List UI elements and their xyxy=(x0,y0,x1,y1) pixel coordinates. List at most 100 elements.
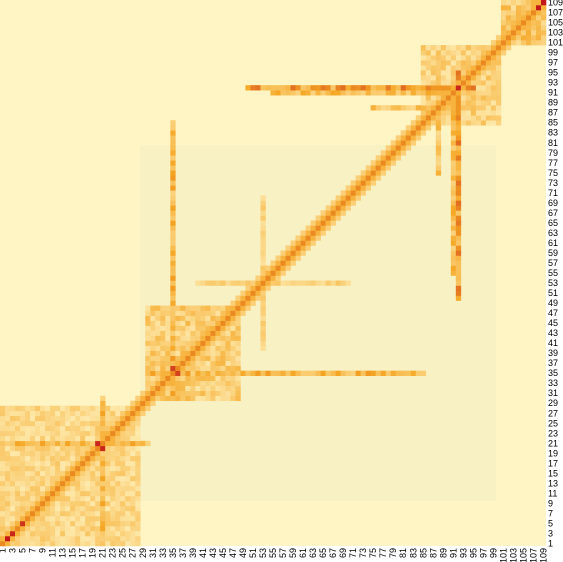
heatmap-cell xyxy=(520,20,527,26)
heatmap-cell xyxy=(110,415,116,422)
x-tick-label: 99 xyxy=(488,548,498,558)
heatmap-cell xyxy=(295,370,301,376)
heatmap-cell xyxy=(10,415,16,422)
x-tick-label: 41 xyxy=(198,548,208,558)
heatmap-cell xyxy=(390,150,397,156)
heatmap-cell xyxy=(130,530,136,537)
heatmap-cell xyxy=(55,430,61,437)
heatmap-cell xyxy=(540,30,547,36)
heatmap-cell xyxy=(220,375,226,381)
heatmap-cell xyxy=(165,310,171,316)
heatmap-cell xyxy=(435,90,442,96)
heatmap-cell xyxy=(145,310,151,316)
x-tick-label: 17 xyxy=(78,548,88,558)
heatmap-cell xyxy=(105,490,111,497)
heatmap-cell xyxy=(125,510,131,517)
heatmap-cell xyxy=(465,110,472,116)
heatmap-cell xyxy=(235,370,241,376)
heatmap-cell xyxy=(495,40,502,46)
heatmap-cell xyxy=(105,440,111,447)
heatmap-cell xyxy=(240,310,246,316)
heatmap-cell xyxy=(30,440,36,447)
heatmap-cell xyxy=(170,165,176,171)
heatmap-cell xyxy=(475,70,482,76)
heatmap-cell xyxy=(330,210,336,216)
heatmap-cell xyxy=(525,10,532,16)
heatmap-cell xyxy=(205,320,211,326)
heatmap-cell xyxy=(170,315,176,321)
heatmap-cell xyxy=(125,465,131,472)
heatmap-cell xyxy=(40,480,46,487)
heatmap-cell xyxy=(40,535,46,542)
heatmap-cell xyxy=(10,505,16,512)
heatmap-cell xyxy=(260,295,266,301)
x-tick-label: 61 xyxy=(298,548,308,558)
heatmap-cell xyxy=(260,315,266,321)
heatmap-cell xyxy=(455,260,462,266)
heatmap-cell xyxy=(540,15,547,21)
heatmap-cell xyxy=(100,405,106,412)
heatmap-cell xyxy=(290,260,296,266)
heatmap-cell xyxy=(115,500,121,507)
heatmap-cell xyxy=(535,0,542,6)
heatmap-cell xyxy=(50,465,56,472)
heatmap-cell xyxy=(215,380,221,387)
heatmap-cell xyxy=(415,115,422,121)
heatmap-cell xyxy=(255,290,261,296)
heatmap-cell xyxy=(485,100,492,106)
heatmap-cell xyxy=(145,335,151,341)
heatmap-cell xyxy=(205,355,211,361)
heatmap-cell xyxy=(210,325,216,331)
x-tick-label: 103 xyxy=(508,548,518,562)
heatmap-cell xyxy=(450,95,457,101)
heatmap-cell xyxy=(5,485,11,492)
heatmap-cell xyxy=(380,165,387,171)
heatmap-cell xyxy=(420,60,427,66)
heatmap-cell xyxy=(515,35,522,41)
heatmap-cell xyxy=(105,510,111,517)
heatmap-cell xyxy=(220,340,226,346)
heatmap-cell xyxy=(185,390,191,397)
heatmap-cell xyxy=(35,450,41,457)
heatmap-cell xyxy=(60,530,66,537)
heatmap-cell xyxy=(80,525,86,532)
heatmap-cell xyxy=(165,350,171,356)
heatmap-cell xyxy=(330,220,336,226)
heatmap-cell xyxy=(225,390,231,397)
heatmap-cell xyxy=(5,455,11,462)
heatmap-cell xyxy=(360,185,366,191)
x-tick-label: 65 xyxy=(318,548,328,558)
heatmap-cell xyxy=(255,370,261,376)
heatmap-cell xyxy=(360,90,366,96)
heatmap-cell xyxy=(170,125,176,131)
heatmap-cell xyxy=(370,160,376,166)
heatmap-cell xyxy=(120,415,126,422)
heatmap-cell xyxy=(85,415,91,422)
heatmap-cell xyxy=(25,420,31,427)
heatmap-cell xyxy=(535,35,542,41)
x-tick-label: 29 xyxy=(138,548,148,558)
heatmap-cell xyxy=(170,135,176,141)
heatmap-cell xyxy=(65,420,71,427)
heatmap-cell xyxy=(255,295,261,301)
heatmap-cell xyxy=(65,485,71,492)
heatmap-cell xyxy=(390,145,397,151)
heatmap-cell xyxy=(495,70,502,76)
heatmap-cell xyxy=(205,315,211,321)
heatmap-cell xyxy=(505,5,512,11)
heatmap-cell xyxy=(515,20,522,26)
heatmap-cell xyxy=(20,425,26,432)
heatmap-cell xyxy=(335,370,341,376)
heatmap-cell xyxy=(435,60,442,66)
heatmap-cell xyxy=(190,355,196,361)
heatmap-cell xyxy=(205,390,211,397)
heatmap-cell xyxy=(30,530,36,537)
heatmap-cell xyxy=(105,530,111,537)
heatmap-cell xyxy=(450,185,457,191)
heatmap-cell xyxy=(525,20,532,26)
heatmap-cell xyxy=(515,25,522,31)
heatmap-cell xyxy=(90,425,96,432)
heatmap-cell xyxy=(40,455,46,462)
heatmap-cell xyxy=(495,75,502,81)
heatmap-cell xyxy=(145,440,151,447)
